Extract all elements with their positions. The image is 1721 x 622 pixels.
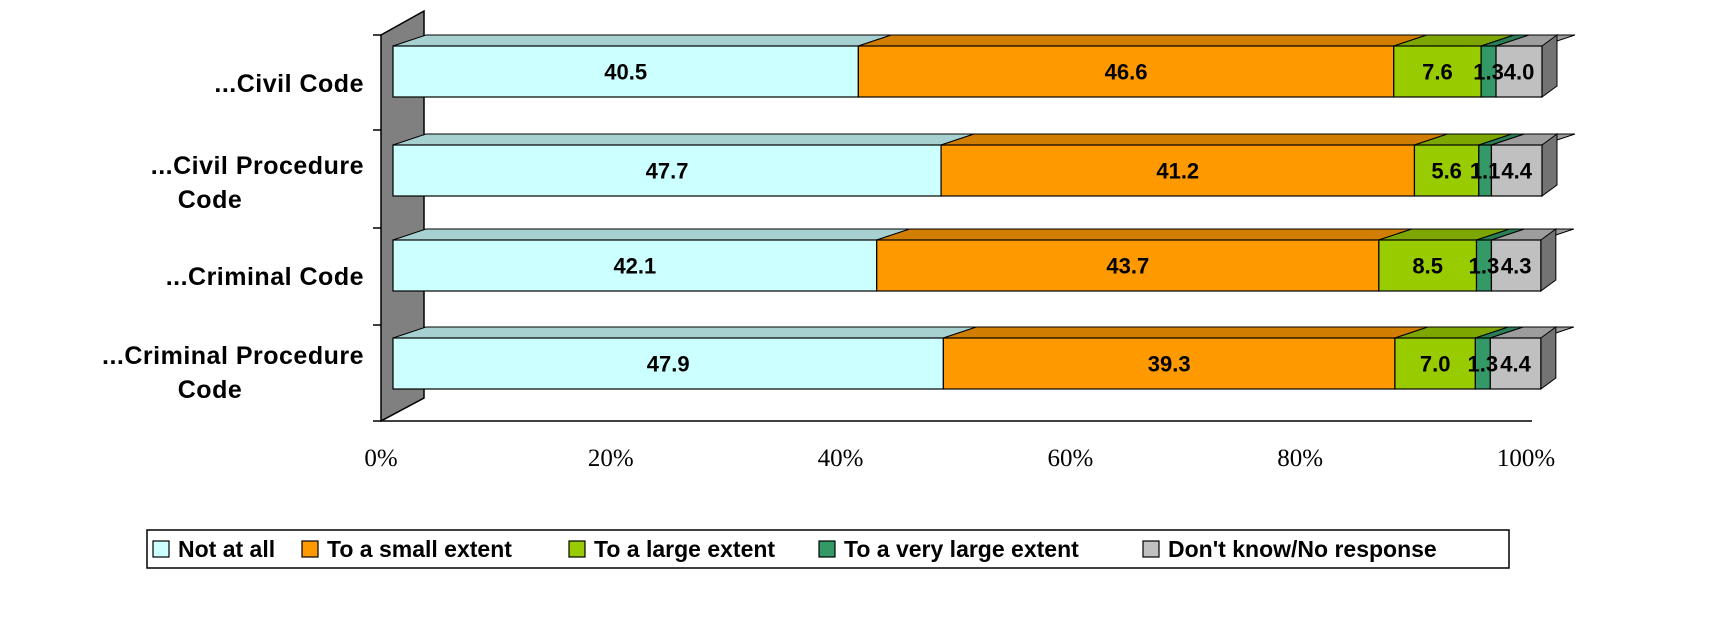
bar-to-a-small-extent — [857, 45, 1395, 98]
category-label-criminal-code: ...Criminal Code — [166, 263, 364, 291]
value-label-not-at-all: 47.7 — [646, 159, 689, 184]
legend-item-to-a-large-extent: To a large extent — [568, 536, 775, 562]
x-tick-label: 100% — [1497, 445, 1555, 472]
x-tick-label: 80% — [1277, 445, 1323, 472]
value-label-don-t-know-no-response: 4.0 — [1504, 60, 1535, 85]
value-label-to-a-small-extent: 41.2 — [1156, 159, 1199, 184]
bar-top-to-a-small-extent — [943, 326, 1429, 339]
category-label-criminal-procedure-code-line1: ...Criminal Procedure — [102, 342, 364, 370]
legend-item-to-a-small-extent: To a small extent — [301, 536, 512, 562]
bar-don-t-know-no-response — [1489, 337, 1542, 390]
category-label-criminal-procedure-code-line2: Code — [178, 376, 243, 404]
bar-top-not-at-all — [392, 228, 910, 241]
bar-not-at-all — [392, 45, 859, 98]
bar-not-at-all — [392, 337, 944, 390]
value-label-to-a-very-large-extent: 1.3 — [1469, 254, 1500, 279]
category-label-civil-procedure-code-line1: ...Civil Procedure — [151, 152, 364, 180]
legend: Not at all To a small extent To a large ex… — [146, 529, 1510, 569]
bar-top-not-at-all — [392, 34, 892, 47]
bar-not-at-all — [392, 239, 878, 292]
value-label-to-a-large-extent: 7.6 — [1422, 60, 1453, 85]
value-label-not-at-all: 42.1 — [613, 254, 656, 279]
legend-label: Not at all — [178, 536, 275, 562]
legend-swatch — [301, 540, 319, 558]
legend-item-don-t-know-no-response: Don't know/No response — [1142, 536, 1437, 562]
value-label-to-a-very-large-extent: 1.3 — [1473, 60, 1504, 85]
x-tick-label: 60% — [1047, 445, 1093, 472]
value-label-to-a-large-extent: 5.6 — [1431, 159, 1462, 184]
value-label-don-t-know-no-response: 4.3 — [1501, 254, 1532, 279]
bar-to-a-large-extent — [1393, 45, 1482, 98]
bar-don-t-know-no-response — [1490, 239, 1542, 292]
bar-top-not-at-all — [392, 133, 975, 146]
bar-top-to-a-small-extent — [940, 133, 1448, 146]
bar-to-a-large-extent — [1378, 239, 1478, 292]
legend-swatch — [818, 540, 836, 558]
value-label-to-a-very-large-extent: 1.1 — [1470, 159, 1501, 184]
value-label-to-a-small-extent: 43.7 — [1106, 254, 1149, 279]
value-label-not-at-all: 47.9 — [647, 352, 690, 377]
value-label-to-a-small-extent: 39.3 — [1148, 352, 1191, 377]
value-label-don-t-know-no-response: 4.4 — [1501, 159, 1532, 184]
legend-label: Don't know/No response — [1168, 536, 1437, 562]
value-label-not-at-all: 40.5 — [604, 60, 647, 85]
bar-group-civil-procedure-code: 47.7 41.2 5.6 1.1 4.4 — [392, 133, 1576, 197]
bar-end-face — [1541, 133, 1558, 197]
bar-group-criminal-code: 42.1 43.7 8.5 1.3 4.3 — [392, 228, 1575, 292]
bar-don-t-know-no-response — [1490, 144, 1543, 197]
bar-top-to-a-small-extent — [858, 34, 1427, 47]
bar-to-a-large-extent — [1394, 337, 1476, 390]
value-label-to-a-large-extent: 8.5 — [1412, 254, 1443, 279]
bar-end-face — [1540, 228, 1557, 292]
value-label-don-t-know-no-response: 4.4 — [1500, 352, 1531, 377]
bar-not-at-all — [392, 144, 942, 197]
bar-end-face — [1540, 326, 1557, 390]
legend-label: To a large extent — [594, 536, 775, 562]
x-tick-label: 20% — [588, 445, 634, 472]
bar-to-a-small-extent — [876, 239, 1380, 292]
bar-to-a-large-extent — [1413, 144, 1480, 197]
legend-item-not-at-all: Not at all — [152, 536, 275, 562]
x-tick-label: 40% — [818, 445, 864, 472]
bar-end-face — [1541, 34, 1558, 98]
legend-swatch — [568, 540, 586, 558]
side-wall — [380, 9, 425, 423]
legend-label: To a very large extent — [844, 536, 1079, 562]
value-label-to-a-very-large-extent: 1.3 — [1468, 352, 1499, 377]
bar-group-criminal-procedure-code: 47.9 39.3 7.0 1.3 4.4 — [392, 326, 1575, 390]
bar-don-t-know-no-response — [1495, 45, 1543, 98]
legend-item-to-a-very-large-extent: To a very large extent — [818, 536, 1079, 562]
legend-label: To a small extent — [327, 536, 512, 562]
bar-top-to-a-small-extent — [876, 228, 1413, 241]
bar-group-civil-code: 40.5 46.6 7.6 1.3 4.0 — [392, 34, 1576, 98]
category-label-civil-procedure-code-line2: Code — [178, 186, 243, 214]
x-tick-label: 0% — [364, 445, 397, 472]
category-label-civil-code: ...Civil Code — [214, 70, 364, 98]
value-label-to-a-large-extent: 7.0 — [1420, 352, 1451, 377]
legend-swatch — [1142, 540, 1160, 558]
bar-top-not-at-all — [392, 326, 977, 339]
legend-swatch — [152, 540, 170, 558]
bar-to-a-small-extent — [942, 337, 1396, 390]
value-label-to-a-small-extent: 46.6 — [1105, 60, 1148, 85]
